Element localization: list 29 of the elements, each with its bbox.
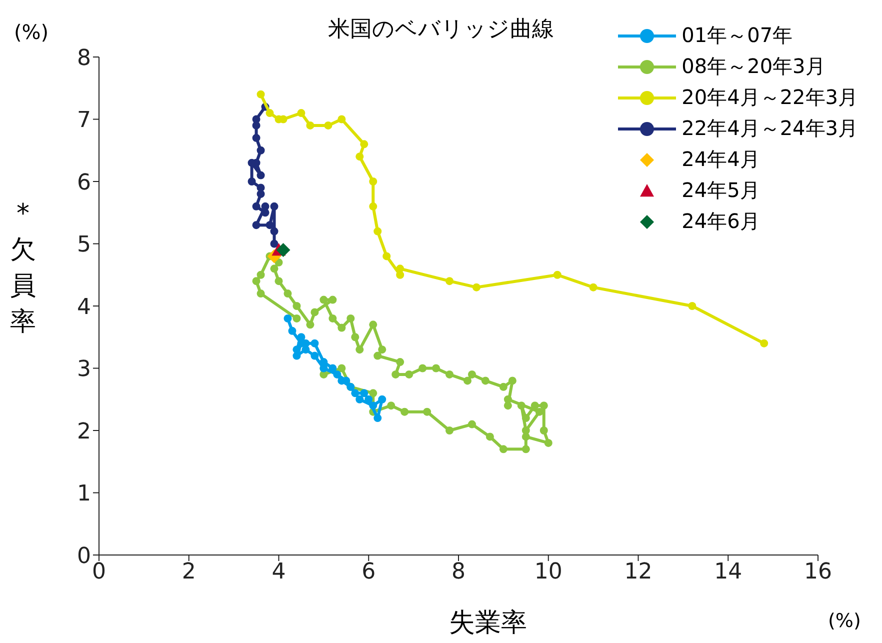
legend-label: 08年～20年3月 (682, 53, 826, 80)
x-tick-label: 16 (804, 560, 832, 585)
y-tick-label: 6 (77, 170, 91, 196)
y-tick-label: 8 (77, 46, 91, 71)
y-tick-label: 0 (77, 544, 91, 569)
y-tick-label: 7 (77, 108, 91, 134)
legend-label: 24年4月 (682, 146, 760, 173)
x-tick-label: 14 (714, 560, 742, 585)
legend-label: 20年4月～22年3月 (682, 84, 858, 111)
y-tick-label: 3 (77, 357, 91, 382)
y-tick-label: 5 (77, 232, 91, 258)
x-tick-label: 2 (182, 560, 196, 585)
y-axis-title: *欠員率 (9, 198, 37, 339)
text: (%) (14, 20, 49, 44)
legend-label: 24年5月 (682, 177, 760, 204)
x-tick-label: 6 (362, 560, 376, 585)
legend-label: 24年6月 (682, 208, 760, 235)
x-tick-label: 12 (624, 560, 652, 585)
x-tick-label: 8 (452, 560, 466, 585)
legend-label: 01年～07年 (682, 22, 793, 49)
y-tick-label: 4 (77, 294, 91, 320)
x-tick-label: 10 (534, 560, 562, 585)
x-tick-label: 4 (272, 560, 286, 585)
legend-label: 22年4月～24年3月 (682, 115, 858, 142)
y-tick-label: 1 (77, 482, 91, 507)
text: (%) (828, 610, 861, 632)
chart-title: 米国のベバリッジ曲線 (328, 17, 554, 42)
y-tick-label: 2 (77, 419, 91, 444)
x-axis-title: 失業率 (449, 608, 527, 638)
